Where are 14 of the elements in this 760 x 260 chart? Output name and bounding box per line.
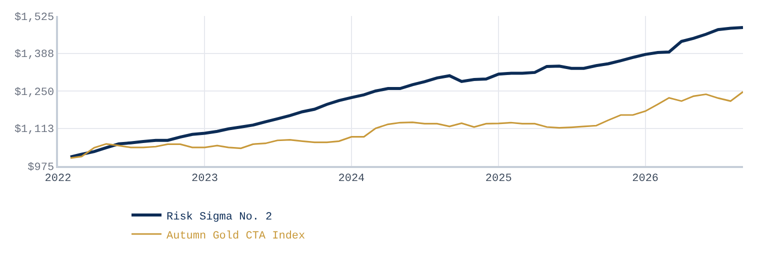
y-tick-label: $1,113 xyxy=(14,124,54,136)
x-tick-label: 2026 xyxy=(632,172,659,185)
y-tick-label: $1,250 xyxy=(14,86,54,99)
line-series xyxy=(68,26,743,158)
line-series xyxy=(70,91,743,159)
x-tick-label: 2023 xyxy=(192,172,218,185)
x-tick-label: 2022 xyxy=(44,172,72,185)
x-tick-label: 2024 xyxy=(338,172,366,185)
x-tick-label: 2025 xyxy=(485,172,512,185)
y-tick-label: $1,388 xyxy=(14,49,54,62)
legend-label: Risk Sigma No. 2 xyxy=(166,211,272,224)
y-tick-label: $975 xyxy=(28,162,54,174)
y-tick-label: $1,525 xyxy=(14,12,54,24)
legend-label: Autumn Gold CTA Index xyxy=(166,230,306,242)
